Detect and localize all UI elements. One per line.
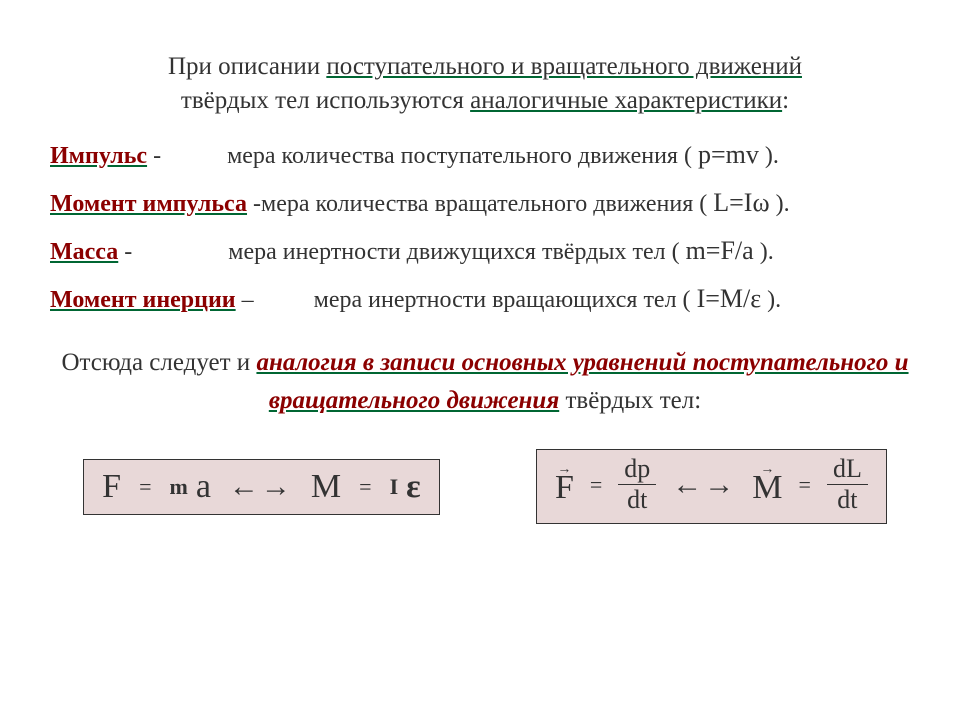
equals2: = [359,474,371,500]
dash: - [147,143,167,169]
letter-a: a [196,468,211,506]
term-impulse: Импульс [50,143,147,169]
equals4: = [799,472,811,498]
intro-pre1: При описании [168,53,326,80]
intro-underlined1: поступательного и вращательного движений [326,53,802,80]
letter-F: F [102,468,121,506]
close: ). [759,143,779,169]
intro-pre2: твёрдых тел используются [181,87,470,114]
intro-text: При описании поступательного и вращатель… [50,50,920,118]
def-text: мера количества поступательного движения… [227,143,698,169]
equation-box-derivatives: → F = dp dt ←→ → M = dL dt [536,449,887,524]
formula-mfa: m=F/a [686,236,754,265]
close: ). [761,287,781,313]
def-moment-inertia: Момент инерции – мера инертности вращающ… [50,282,920,316]
equation-box-fma: F = m a ←→ M = I ε [83,459,440,515]
denominator-dt: dt [621,485,653,513]
def-impulse: Импульс - мера количества поступательног… [50,138,920,172]
equation-row: F = m a ←→ M = I ε → F = dp dt ←→ → M [50,449,920,524]
def-angular-momentum: Момент импульса -мера количества вращате… [50,186,920,220]
conclusion-post: твёрдых тел: [559,387,701,414]
def-text: мера инертности вращающихся тел ( [314,287,697,313]
intro-underlined2: аналогичные характеристики [470,87,782,114]
letter-M2: M [752,473,782,504]
def-mass: Масса - мера инертности движущихся твёрд… [50,234,920,268]
fraction-dldt: dL dt [827,456,868,513]
conclusion-text: Отсюда следует и аналогия в записи основ… [50,344,920,419]
formula-liw: L=Iω [713,188,769,217]
equals3: = [590,472,602,498]
letter-m: m [169,474,187,500]
letter-M: M [311,468,341,506]
denominator-dt2: dt [831,485,863,513]
vec-F: → F [555,466,574,503]
slide-content: При описании поступательного и вращатель… [0,0,960,564]
letter-I: I [390,474,399,500]
fraction-dpdt: dp dt [618,456,656,513]
term-mass: Масса [50,239,118,265]
def-text: мера инертности движущихся твёрдых тел ( [228,239,685,265]
formula-ime: I=M/ε [697,284,762,313]
close: ). [770,191,790,217]
term-moment-inertia: Момент инерции [50,287,236,313]
numerator-dL: dL [827,456,868,485]
numerator-dp: dp [618,456,656,485]
def-text: мера количества вращательного движения ( [261,191,713,217]
letter-F2: F [555,473,574,504]
intro-post: : [782,87,789,114]
letter-eps: ε [406,468,421,506]
formula-pmv: p=mv [698,140,759,169]
arrows-icon: ←→ [229,470,293,504]
arrows-icon2: ←→ [672,468,736,502]
dash: - [247,191,261,217]
term-angular-momentum: Момент импульса [50,191,247,217]
conclusion-pre: Отсюда следует и [61,349,256,376]
dash: – [236,287,260,313]
close: ). [754,239,774,265]
vec-M: → M [752,466,782,503]
dash: - [118,239,138,265]
equals: = [139,474,151,500]
